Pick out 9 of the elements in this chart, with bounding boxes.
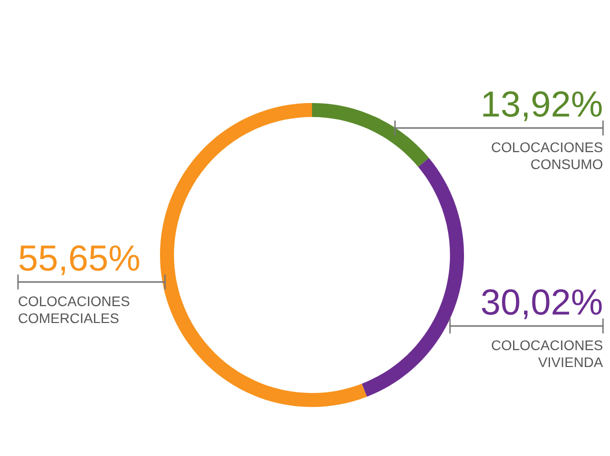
donut-slice	[160, 103, 367, 407]
slice-label: COLOCACIONES VIVIENDA	[492, 340, 603, 368]
donut-slice	[312, 103, 429, 167]
slice-label: COLOCACIONES COMERCIALES	[18, 296, 130, 324]
data-label: 55,65%	[19, 245, 140, 276]
data-label: 13,92%	[483, 91, 602, 122]
data-label: 30,02%	[482, 289, 602, 320]
donut-slice	[362, 158, 464, 397]
slice-label: COLOCACIONES CONSUMO	[492, 142, 602, 170]
